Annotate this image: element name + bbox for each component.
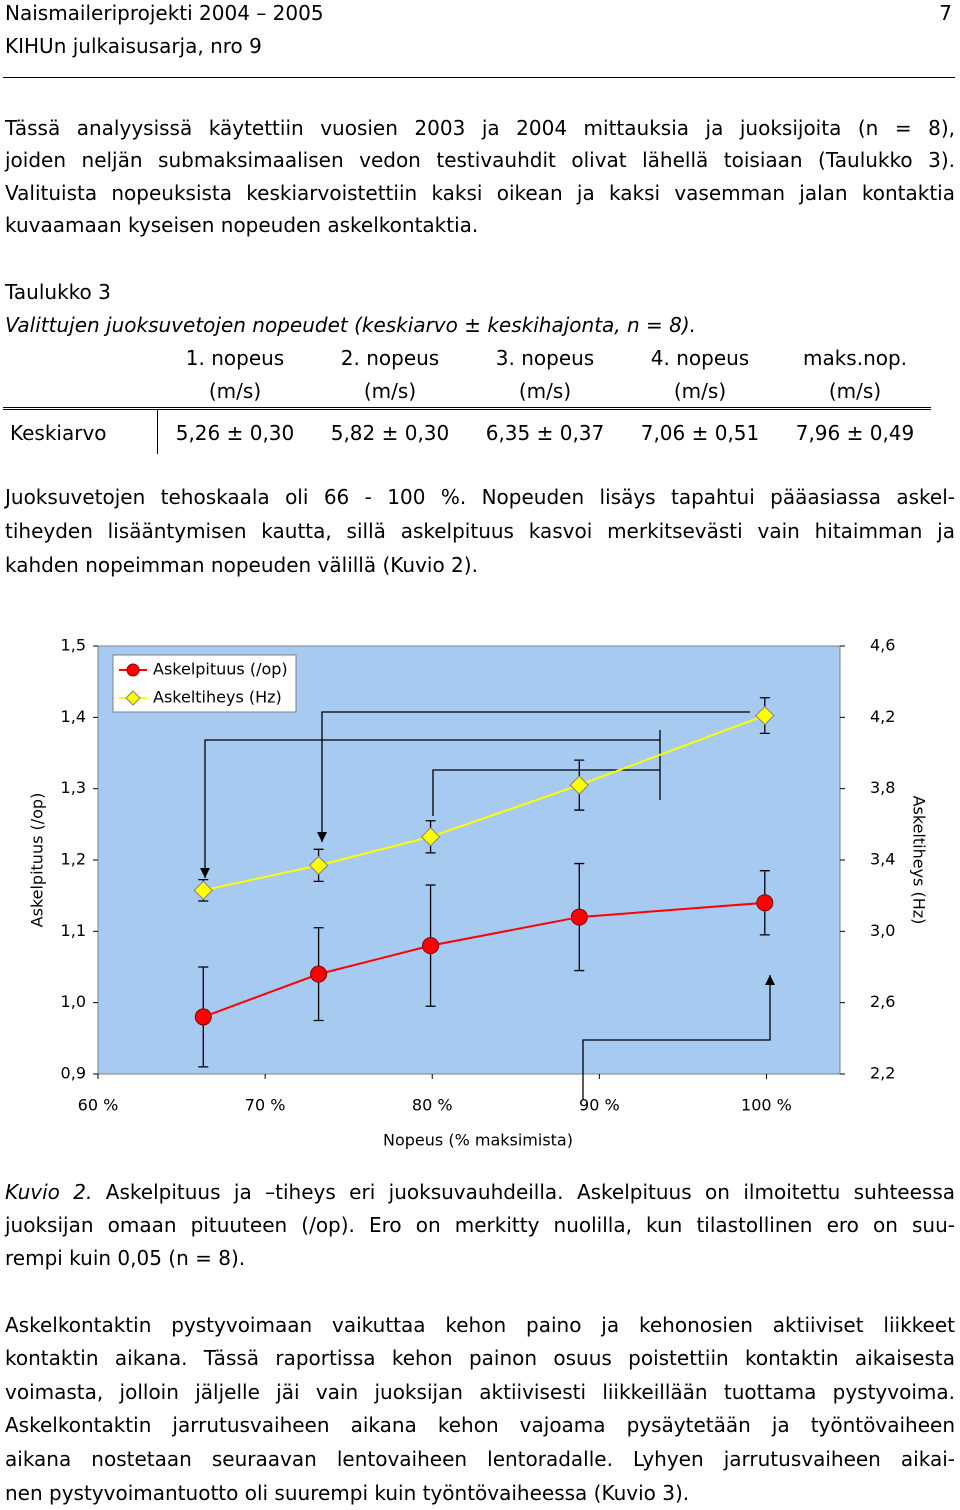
table-cell: 6,35 ± 0,37: [485, 421, 605, 445]
header-rule: [3, 77, 955, 78]
y2-tick-label: 3,0: [870, 921, 895, 940]
column-header: 2. nopeus: [340, 346, 440, 370]
paragraph-line: Valituista nopeuksista keskiarvoistettii…: [5, 181, 955, 205]
column-header: maks.nop.: [802, 346, 908, 370]
data-point: [420, 827, 441, 847]
legend-marker: [125, 690, 141, 706]
legend-marker: [126, 663, 140, 677]
significance-bracket: [204, 739, 660, 878]
figure-caption-line: Kuvio 2. Askelpituus ja –tiheys eri juok…: [5, 1180, 955, 1204]
y2-tick-label: 4,6: [870, 636, 895, 655]
paragraph-line: nen pystyvoimantuotto oli suurempi kuin …: [5, 1481, 690, 1505]
table-cell: 7,96 ± 0,49: [795, 421, 915, 445]
paragraph-line: voimasta, jolloin jäljelle jäi vain juok…: [5, 1380, 955, 1404]
y2-tick-label: 2,6: [870, 992, 895, 1011]
y2-tick-label: 3,4: [870, 850, 895, 869]
paragraph-line: tiheyden lisääntymisen kautta, sillä ask…: [5, 519, 955, 543]
figure-caption-label: Kuvio 2.: [5, 1180, 93, 1204]
y-tick-label: 1,0: [61, 992, 86, 1011]
chart: 0,9 1,0 1,1 1,2 1,3 1,4 1,5 2,2 2,6 3,0 3,4 3,8 4,2 4…: [28, 636, 929, 1150]
x-axis-label: Nopeus (% maksimista): [383, 1131, 573, 1150]
paragraph-line: Juoksuvetojen tehoskaala oli 66 - 100 %.…: [5, 485, 955, 509]
table-caption: Valittujen juoksuvetojen nopeudet (keski…: [5, 313, 697, 337]
y2-axis-label: Askeltiheys (Hz): [910, 796, 929, 925]
paragraph-line: kontaktin aikana. Tässä raportissa kehon…: [5, 1346, 955, 1370]
table-cell: 7,06 ± 0,51: [640, 421, 760, 445]
paragraph-line: Tässä analyysissä käytettiin vuosien 200…: [5, 116, 955, 140]
table-label: Taulukko 3: [5, 280, 111, 304]
table-cell: 5,82 ± 0,30: [330, 421, 450, 445]
legend-label: Askeltiheys (Hz): [153, 688, 282, 707]
y-tick-label: 1,1: [61, 921, 86, 940]
paragraph-line: Askelkontaktin pystyvoimaan vaikuttaa ke…: [5, 1313, 955, 1337]
table-divider: [157, 410, 158, 454]
x-tick-label: 70 %: [245, 1096, 286, 1115]
data-point: [570, 908, 588, 926]
data-point: [310, 965, 328, 983]
y2-tick-label: 4,2: [870, 707, 895, 726]
arrow-head: [765, 975, 775, 985]
paragraph-line: kahden nopeimman nopeuden välillä (Kuvio…: [5, 553, 478, 577]
paragraph-line: aikana nostetaan seuraavan lentovaiheen …: [5, 1447, 955, 1471]
y2-tick-label: 2,2: [870, 1064, 895, 1083]
data-point: [193, 880, 213, 901]
y-tick-label: 0,9: [61, 1064, 86, 1083]
figure-caption-line: rempi kuin 0,05 (n = 8).: [5, 1246, 246, 1270]
column-unit: (m/s): [673, 379, 727, 403]
data-point: [422, 937, 440, 955]
legend-box: [112, 654, 297, 713]
y-tick-label: 1,4: [61, 707, 86, 726]
column-header: 4. nopeus: [650, 346, 750, 370]
paragraph-line: Askelkontaktin jarrutusvaiheen aikana ke…: [5, 1413, 955, 1437]
column-header: 3. nopeus: [495, 346, 595, 370]
table-cell: 5,26 ± 0,30: [175, 421, 295, 445]
arrow-head: [200, 868, 210, 878]
y-tick-label: 1,5: [61, 636, 86, 655]
x-tick-label: 60 %: [78, 1096, 119, 1115]
x-tick-label: 80 %: [412, 1096, 453, 1115]
paragraph-line: joiden neljän submaksimaalisen vedon tes…: [5, 148, 955, 172]
y-tick-label: 1,2: [61, 850, 86, 869]
page-number: 7: [939, 1, 952, 25]
y-tick-label: 1,3: [61, 778, 86, 797]
data-point: [756, 894, 774, 912]
data-point: [755, 705, 775, 726]
paragraph-line: kuvaamaan kyseisen nopeuden askelkontakt…: [5, 213, 479, 237]
arrow-head: [317, 832, 327, 842]
column-unit: (m/s): [363, 379, 417, 403]
header-series: KIHUn julkaisusarja, nro 9: [5, 34, 262, 58]
column-unit: (m/s): [518, 379, 572, 403]
data-point: [569, 775, 590, 795]
figure-caption-text: Askelpituus ja –tiheys eri juoksuvauhdei…: [105, 1180, 955, 1204]
legend-label: Askelpituus (/op): [153, 660, 288, 679]
significance-bracket: [321, 711, 750, 842]
column-header: 1. nopeus: [185, 346, 285, 370]
column-unit: (m/s): [828, 379, 882, 403]
row-label: Keskiarvo: [10, 421, 107, 445]
significance-bracket: [432, 730, 661, 816]
x-tick-label: 100 %: [741, 1096, 792, 1115]
column-unit: (m/s): [208, 379, 262, 403]
header-title: Naismaileriprojekti 2004 – 2005: [5, 1, 324, 25]
y2-tick-label: 3,8: [870, 778, 895, 797]
x-tick-label: 90 %: [579, 1096, 620, 1115]
significance-bracket: [582, 975, 771, 1100]
table-rule: [3, 407, 931, 410]
plot-area: [97, 645, 841, 1075]
figure-caption-line: juoksijan omaan pituuteen (/op). Ero on …: [5, 1213, 955, 1237]
data-point: [194, 1008, 212, 1026]
data-point: [308, 855, 329, 876]
y-axis-label: Askelpituus (/op): [28, 793, 47, 928]
